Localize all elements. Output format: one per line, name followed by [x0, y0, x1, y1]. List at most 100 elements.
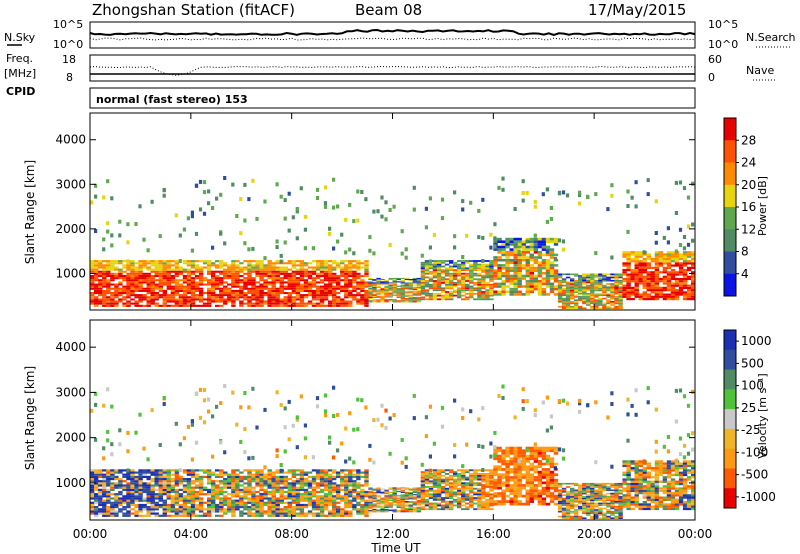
- power-cell: [420, 265, 426, 268]
- power-cell: [549, 251, 555, 254]
- velocity-cell: [251, 478, 256, 481]
- velocity-cell: [106, 473, 111, 476]
- velocity-cell: [291, 475, 297, 478]
- power-cell: [449, 292, 454, 295]
- power-cell: [682, 277, 688, 281]
- velocity-cell: [255, 506, 260, 509]
- velocity-cell: [178, 478, 184, 481]
- power-cell: [247, 298, 252, 301]
- velocity-cell: [315, 478, 321, 481]
- velocity-cell: [295, 495, 301, 498]
- velocity-cell: [94, 486, 99, 489]
- velocity-cell: [328, 469, 333, 472]
- velocity-cell: [481, 506, 486, 509]
- power-cell: [686, 269, 692, 272]
- power-cell: [561, 304, 567, 306]
- velocity-cell: [408, 489, 413, 491]
- power-cell: [505, 245, 510, 249]
- velocity-cell: [255, 484, 260, 487]
- velocity-cell: [291, 471, 297, 474]
- velocity-cell: [449, 497, 454, 499]
- power-cell: [202, 283, 208, 286]
- power-cell: [549, 269, 555, 272]
- velocity-cell: [299, 486, 305, 489]
- power-cell: [691, 222, 695, 227]
- freq-right-tick-top: 60: [708, 53, 722, 66]
- velocity-cell: [239, 490, 244, 494]
- power-cell: [170, 275, 176, 278]
- velocity-cell: [207, 397, 211, 402]
- power-cell: [642, 257, 647, 261]
- power-cell: [412, 185, 416, 190]
- velocity-cell: [311, 514, 317, 517]
- velocity-cell: [372, 510, 377, 512]
- power-cell: [674, 298, 680, 301]
- power-cell: [537, 243, 543, 246]
- power-cell: [678, 284, 684, 287]
- velocity-cell: [465, 489, 470, 492]
- velocity-cell: [473, 484, 478, 486]
- velocity-cell: [489, 476, 494, 479]
- power-cell: [537, 256, 543, 259]
- velocity-cell: [444, 506, 450, 509]
- velocity-cell: [408, 496, 413, 498]
- velocity-cell: [412, 498, 418, 500]
- velocity-cell: [255, 512, 260, 515]
- power-cell: [110, 233, 114, 238]
- power-cell: [682, 271, 688, 274]
- power-cell: [340, 298, 345, 301]
- power-cell: [263, 270, 268, 273]
- power-cell: [606, 299, 611, 301]
- power-cell: [594, 307, 599, 310]
- velocity-cell: [412, 510, 418, 512]
- velocity-cell: [344, 482, 349, 485]
- velocity-cell: [251, 493, 256, 496]
- velocity-cell: [150, 510, 155, 513]
- power-cell: [360, 287, 365, 290]
- power-cell: [626, 229, 630, 234]
- power-cell: [533, 279, 539, 283]
- velocity-cell: [130, 493, 135, 496]
- power-cell: [162, 260, 167, 263]
- power-cell: [356, 272, 361, 275]
- power-cell: [670, 298, 676, 301]
- power-cell: [299, 287, 305, 290]
- velocity-cell: [408, 498, 413, 500]
- velocity-cell: [106, 501, 111, 504]
- velocity-cell: [211, 506, 216, 509]
- velocity-cell: [344, 473, 349, 476]
- power-cell: [275, 272, 280, 275]
- velocity-cell: [360, 499, 365, 502]
- power-cell: [364, 298, 369, 301]
- velocity-cell: [384, 491, 389, 493]
- power-cell: [424, 271, 430, 273]
- power-cell: [670, 257, 676, 261]
- velocity-cell: [146, 499, 151, 502]
- power-cell: [247, 281, 252, 284]
- velocity-cell: [380, 403, 384, 408]
- power-cell: [392, 301, 397, 303]
- power-cell: [106, 221, 110, 226]
- velocity-cell: [323, 503, 329, 507]
- velocity-cell: [424, 482, 430, 485]
- velocity-cell: [190, 495, 196, 498]
- power-cell: [590, 307, 595, 310]
- power-cell: [594, 283, 599, 285]
- velocity-cell: [227, 480, 232, 483]
- power-cell: [279, 259, 283, 264]
- power-cell: [94, 275, 99, 278]
- velocity-cell: [263, 501, 268, 504]
- power-cell: [658, 295, 664, 298]
- power-cell: [400, 300, 405, 302]
- velocity-cell: [158, 482, 163, 485]
- velocity-cell: [194, 473, 200, 476]
- velocity-cell: [146, 488, 151, 491]
- power-cell: [364, 264, 369, 267]
- power-cell: [211, 270, 216, 273]
- power-cell: [114, 262, 119, 265]
- power-cell: [444, 296, 450, 299]
- power-cell: [138, 275, 143, 278]
- velocity-cell: [449, 504, 454, 507]
- power-cell: [513, 269, 518, 272]
- velocity-cell: [202, 388, 207, 393]
